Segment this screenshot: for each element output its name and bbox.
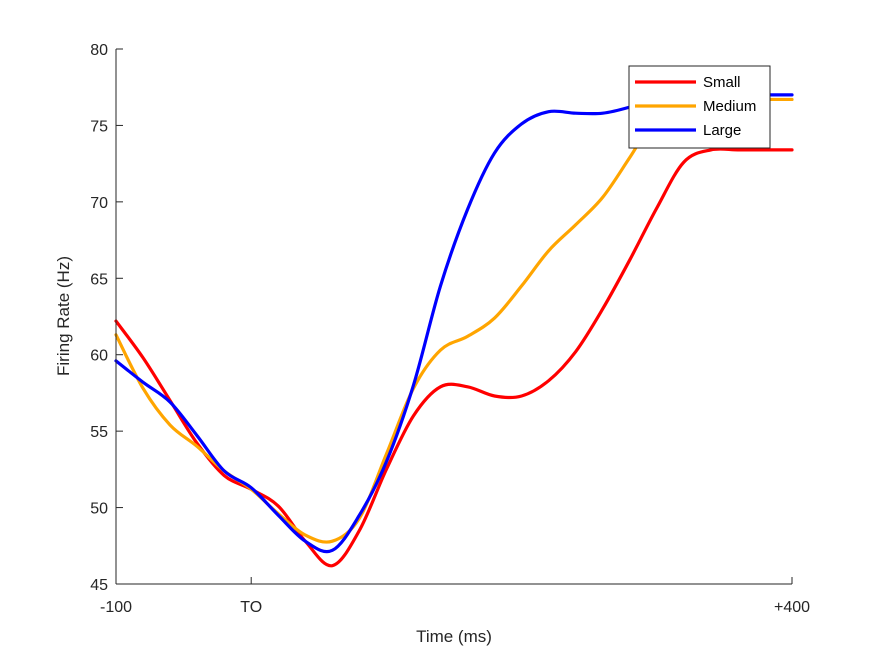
x-tick-label: -100 [100,599,132,616]
axes-layer: 45 50 55 60 65 70 75 80 -100 TO +400 [90,42,810,616]
x-tick-label: +400 [774,599,810,616]
x-tick-label: TO [240,599,262,616]
legend: Small Medium Large [628,65,771,149]
y-tick-label: 70 [90,195,108,212]
y-tick-label: 80 [90,42,108,59]
x-axis-label: Time (ms) [416,627,492,646]
y-tick-label: 50 [90,501,108,518]
y-tick-label: 55 [90,424,108,441]
y-tick-label: 60 [90,348,108,365]
y-tick-label: 75 [90,118,108,135]
legend-label-medium: Medium [703,98,756,115]
y-tick-label: 65 [90,271,108,288]
legend-label-large: Large [703,122,741,139]
legend-label-small: Small [703,74,741,91]
series-line-small [114,147,794,568]
y-tick-label: 45 [90,577,108,594]
y-axis-label: Firing Rate (Hz) [54,256,73,376]
